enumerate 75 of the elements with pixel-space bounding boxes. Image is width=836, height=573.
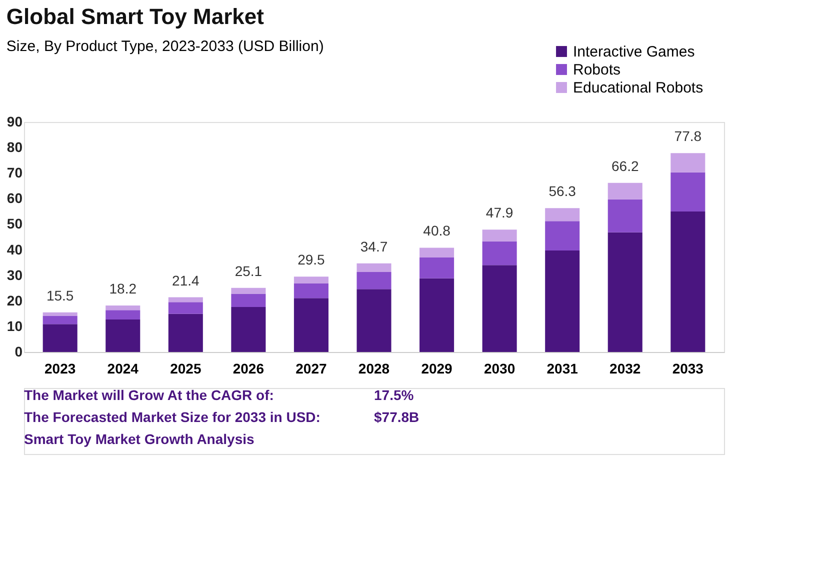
y-tick-label: 80	[6, 139, 23, 156]
total-label: 15.5	[46, 287, 74, 304]
bar	[420, 248, 454, 258]
bar	[670, 211, 706, 352]
bar	[168, 314, 203, 352]
x-tick-label: 2023	[44, 360, 76, 376]
text: Smart Toy Market Growth Analysis	[24, 431, 254, 447]
bar	[670, 172, 706, 212]
total-label: 18.2	[109, 280, 137, 296]
bar	[356, 272, 392, 290]
bar	[294, 298, 328, 352]
bar	[545, 221, 580, 251]
legend-label: Educational Robots	[573, 80, 704, 96]
bar	[106, 310, 140, 320]
text: $77.8B	[374, 409, 420, 425]
x-tick-label: 2027	[296, 360, 327, 376]
y-tick-label: 60	[6, 190, 23, 206]
bar	[608, 182, 642, 200]
bar	[545, 208, 580, 222]
bar	[420, 278, 454, 352]
bar	[168, 302, 203, 314]
bar	[106, 320, 140, 352]
x-tick-label: 2032	[610, 360, 641, 376]
x-tick-label: 2031	[546, 360, 578, 376]
x-tick-label: 2033	[672, 360, 704, 376]
bar	[294, 283, 328, 298]
bar	[231, 307, 266, 352]
chart-subtitle: Size, By Product Type, 2023-2033 (USD Billion)	[6, 38, 324, 55]
total-label: 21.4	[172, 272, 200, 288]
bar	[482, 241, 517, 266]
y-tick-label: 40	[6, 241, 23, 258]
y-tick-label: 70	[6, 164, 23, 181]
bar	[168, 297, 203, 302]
total-label: 40.8	[423, 222, 451, 239]
total-label: 56.3	[548, 183, 576, 200]
text: 17.5%	[374, 387, 414, 403]
y-tick-label: 90	[6, 114, 23, 130]
y-tick-label: 0	[14, 344, 23, 360]
bar	[608, 199, 642, 232]
bar	[670, 153, 706, 172]
total-label: 29.5	[298, 252, 326, 268]
x-tick-label: 2030	[484, 360, 516, 376]
x-tick-label: 2026	[232, 360, 264, 376]
total-label: 77.8	[674, 128, 702, 144]
bar	[42, 312, 78, 316]
bar	[42, 324, 78, 352]
bar	[294, 276, 328, 284]
total-label: 66.2	[611, 158, 639, 174]
y-tick-label: 50	[6, 216, 23, 232]
bar	[482, 265, 517, 352]
bar	[608, 232, 642, 352]
y-tick-label: 10	[6, 318, 23, 334]
bar	[356, 263, 392, 272]
x-tick-label: 2028	[358, 360, 390, 376]
bar	[356, 289, 392, 352]
text: The Forecasted Market Size for 2033 in USD:	[24, 409, 320, 425]
bar	[420, 257, 454, 278]
bar	[42, 316, 78, 324]
y-tick-label: 30	[6, 266, 23, 283]
legend-label: Interactive Games	[573, 44, 695, 60]
chart-title: Global Smart Toy Market	[6, 4, 265, 29]
total-label: 34.7	[360, 238, 388, 254]
x-tick-label: 2025	[170, 360, 202, 376]
bar	[482, 230, 517, 242]
legend-label: Robots	[573, 62, 621, 78]
x-tick-label: 2029	[421, 360, 453, 376]
total-label: 25.1	[234, 262, 262, 279]
bar	[231, 288, 266, 294]
y-tick-label: 20	[6, 292, 23, 308]
text: The Market will Grow At the CAGR of:	[24, 387, 274, 403]
x-tick-label: 2024	[107, 360, 139, 376]
bar	[545, 250, 580, 352]
bar	[106, 305, 140, 310]
total-label: 47.9	[486, 204, 514, 221]
bar	[231, 294, 266, 308]
